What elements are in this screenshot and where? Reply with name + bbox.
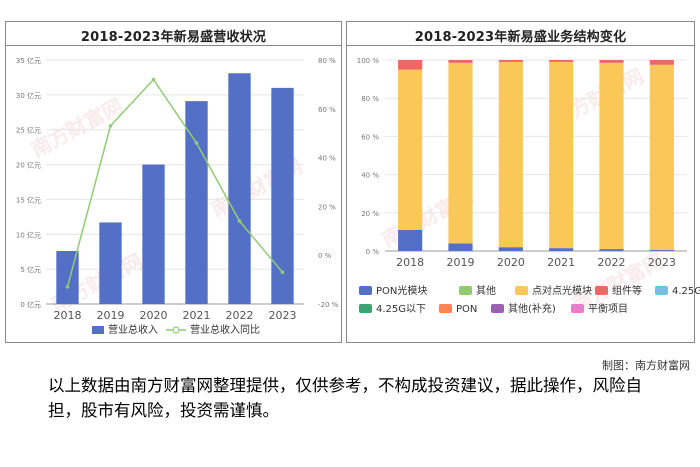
revenue-bar: [271, 87, 294, 304]
left-axis-tick-label: 10 亿元: [16, 230, 41, 239]
revenue-bar: [228, 73, 251, 304]
structure-chart-title: 2018-2023年新易盛业务结构变化: [414, 30, 627, 45]
stacked-segment: [599, 249, 624, 251]
stacked-segment: [398, 69, 423, 230]
left-axis-tick-label: 30 亿元: [16, 91, 41, 100]
legend-swatch: [515, 286, 528, 295]
stacked-segment: [649, 64, 674, 251]
yoy-point: [65, 285, 70, 289]
legend-label: PON光模块: [376, 284, 427, 297]
yoy-line: [66, 78, 284, 288]
x-tick-label: 2018: [54, 309, 82, 322]
stacked-segment: [599, 62, 624, 250]
legend-swatch: [655, 286, 668, 295]
x-tick-label: 2018: [396, 256, 424, 269]
legend-label: 其他: [476, 284, 496, 297]
revenue-bar: [142, 164, 165, 304]
y-tick-label: 20 %: [361, 210, 379, 218]
x-tick-label: 2021: [183, 309, 211, 322]
legend-label: 组件等: [612, 284, 642, 297]
stacked-segment: [649, 60, 674, 65]
stacked-segment: [398, 60, 423, 70]
x-tick-label: 2022: [598, 256, 626, 269]
stacked-segment: [599, 60, 624, 63]
left-axis-tick-label: 25 亿元: [16, 126, 41, 135]
right-axis-tick-label: 60 %: [318, 106, 336, 114]
yoy-point: [237, 219, 242, 223]
y-tick-label: 100 %: [357, 57, 380, 65]
legend-label: 平衡项目: [588, 303, 628, 315]
legend-label-revenue: 营业总收入: [108, 323, 158, 336]
left-axis-tick-label: 15 亿元: [16, 195, 41, 204]
legend-swatch: [459, 286, 472, 295]
revenue-chart-svg: 0 亿元 5 亿元 10 亿元 15 亿元 20 亿元 25 亿元 30 亿元 35 亿元 -2…: [16, 56, 339, 336]
right-axis-tick-label: 40 %: [318, 155, 336, 163]
x-tick-label: 2019: [447, 256, 475, 269]
yoy-point: [194, 141, 199, 145]
x-tick-label: 2022: [226, 309, 254, 322]
stacked-segment: [498, 60, 523, 62]
legend-marker-yoy: [172, 326, 180, 334]
disclaimer-text: 以上数据由南方财富网整理提供，仅供参考，不构成投资建议，据此操作，风险自担，股市…: [48, 376, 642, 420]
right-axis-tick-label: 0 %: [318, 252, 332, 260]
stacked-segment: [448, 60, 473, 63]
x-tick-label: 2021: [547, 256, 575, 269]
stacked-segment: [398, 229, 423, 251]
revenue-chart-panel: 2018-2023年新易盛营收状况 南方财富网 南方财富网 南方财富网 0 亿元…: [5, 21, 342, 343]
y-tick-label: 0 %: [366, 248, 380, 256]
stacked-segment: [498, 61, 523, 248]
stacked-segment: [549, 248, 574, 251]
x-tick-label: 2020: [497, 256, 525, 269]
revenue-chart-title: 2018-2023年新易盛营收状况: [80, 30, 267, 45]
legend-label-yoy: 营业总收入同比: [190, 323, 260, 336]
legend-label: 点对点光模块: [532, 284, 592, 297]
y-tick-label: 60 %: [361, 133, 379, 141]
legend-swatch: [439, 304, 452, 313]
left-axis-tick-label: 20 亿元: [16, 161, 41, 170]
legend-label: PON: [456, 304, 477, 315]
yoy-point: [108, 124, 113, 128]
stacked-segment: [649, 250, 674, 251]
title-divider: [347, 45, 694, 46]
x-tick-label: 2020: [140, 309, 168, 322]
right-axis-tick-label: -20 %: [318, 301, 339, 309]
legend-label: 其他(补充): [508, 302, 556, 315]
stacked-segment: [448, 62, 473, 244]
y-tick-label: 80 %: [361, 95, 379, 103]
legend-swatch: [571, 304, 584, 313]
legend-swatch: [595, 286, 608, 295]
legend-swatch: [359, 304, 372, 313]
stacked-segment: [549, 60, 574, 62]
stacked-segment: [549, 61, 574, 249]
left-axis-tick-label: 5 亿元: [20, 265, 41, 274]
yoy-point: [280, 270, 285, 275]
left-axis-tick-label: 35 亿元: [16, 56, 41, 65]
left-axis-tick-label: 0 亿元: [20, 300, 41, 309]
yoy-point: [151, 77, 156, 82]
legend-swatch-revenue: [92, 326, 104, 334]
legend-swatch: [491, 304, 504, 313]
right-axis-tick-label: 20 %: [318, 203, 336, 211]
stacked-segment: [498, 247, 523, 251]
title-divider: [6, 45, 341, 46]
stacked-segment: [448, 243, 473, 251]
legend-swatch: [359, 286, 372, 295]
right-axis-tick-label: 80 %: [318, 57, 336, 65]
structure-chart-panel: 2018-2023年新易盛业务结构变化 南方财富网 南方财富网 南方财富网 0 …: [346, 21, 700, 343]
x-tick-label: 2023: [648, 256, 676, 269]
structure-chart-svg: 0 % 20 % 40 % 60 % 80 % 100 % 2018 2019 2020 2021…: [357, 57, 700, 315]
x-tick-label: 2019: [97, 309, 125, 322]
y-tick-label: 40 %: [361, 172, 379, 180]
chart-credit: 制图：南方财富网: [602, 359, 690, 372]
x-tick-label: 2023: [269, 309, 297, 322]
revenue-bar: [99, 222, 122, 304]
legend-label: 4.25G以上: [672, 285, 700, 297]
legend-label: 4.25G以下: [376, 304, 426, 315]
